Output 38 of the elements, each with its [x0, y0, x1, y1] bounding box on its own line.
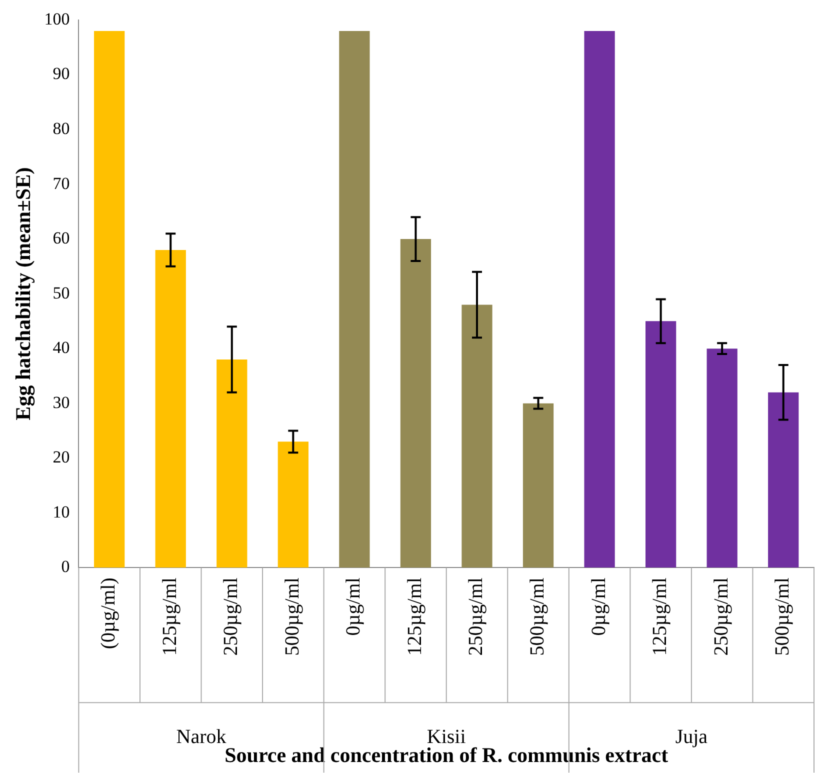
- y-tick-label: 50: [52, 283, 70, 302]
- y-tick-label: 80: [52, 118, 70, 138]
- bar: [584, 30, 615, 568]
- text: Juja: [675, 726, 708, 748]
- x-tick-label: 125µg/ml: [158, 577, 181, 656]
- bar: [155, 250, 186, 568]
- y-tick-label: 70: [52, 174, 70, 193]
- bar: [278, 442, 308, 568]
- bar: [400, 239, 432, 568]
- x-tick-label: 500µg/ml: [281, 577, 304, 656]
- y-tick-label: 0: [61, 557, 70, 576]
- y-tick-label: 90: [52, 64, 70, 84]
- bar: [706, 348, 738, 568]
- y-axis-title: Egg hatchability (mean±SE): [11, 167, 36, 420]
- y-tick-label: 100: [44, 9, 70, 28]
- bar: [768, 392, 799, 568]
- x-tick-label: 250µg/ml: [465, 577, 488, 656]
- x-tick-label: 125µg/ml: [649, 577, 672, 656]
- x-tick-label: 125µg/ml: [404, 577, 426, 656]
- y-tick-label: 40: [52, 338, 70, 358]
- y-tick-label: 60: [52, 228, 70, 248]
- x-tick-label: 250µg/ml: [710, 577, 732, 656]
- bar: [216, 360, 248, 568]
- x-tick-label: 0µg/ml: [588, 577, 610, 636]
- x-tick-label: 250µg/ml: [220, 577, 242, 656]
- bar: [645, 321, 676, 568]
- x-tick-label: 0µg/ml: [342, 577, 365, 636]
- x-tick-label: 500µg/ml: [526, 577, 549, 656]
- y-tick-label: 10: [52, 502, 70, 522]
- bar: [339, 30, 370, 568]
- bar: [522, 403, 554, 568]
- y-tick-label: 30: [52, 392, 70, 412]
- text: Narok: [176, 726, 226, 748]
- bar: [94, 30, 125, 568]
- y-tick-label: 20: [52, 448, 70, 467]
- x-tick-label: 500µg/ml: [772, 577, 794, 656]
- bar: [462, 304, 492, 568]
- x-tick-label: (0µg/ml): [98, 578, 120, 650]
